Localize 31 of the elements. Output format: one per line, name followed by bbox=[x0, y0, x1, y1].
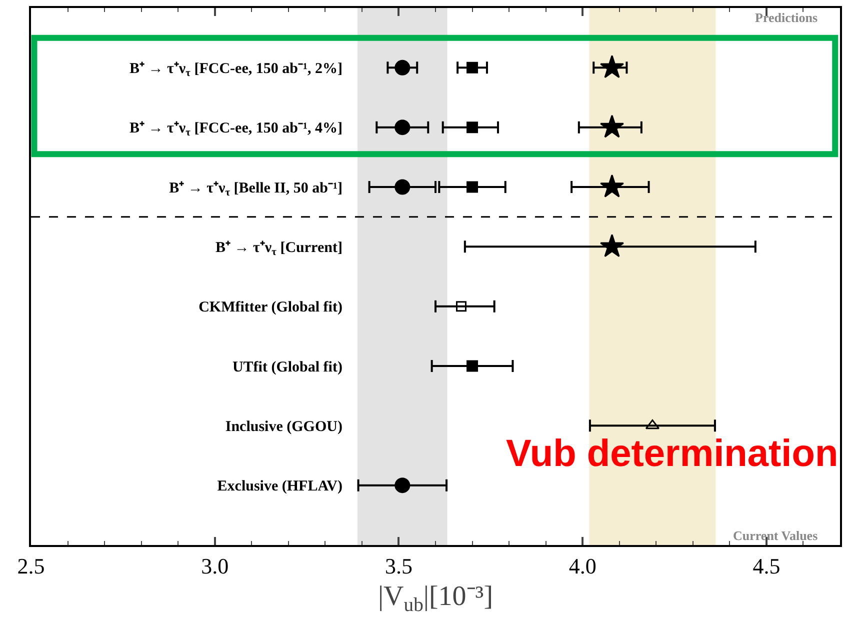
y-tick-label: B⁺ → τ⁺ν$_{τ}$ [FCC-ee, 150 ab⁻¹, 4%] bbox=[130, 120, 342, 139]
point bbox=[645, 419, 660, 430]
point bbox=[456, 301, 466, 312]
point bbox=[600, 55, 624, 78]
point bbox=[466, 181, 478, 193]
y-tick-label: B⁺ → τ⁺ν$_{τ}$ [FCC-ee, 150 ab⁻¹, 2%] bbox=[130, 60, 342, 80]
point bbox=[466, 62, 478, 74]
point bbox=[394, 120, 410, 136]
x-tick-label: 4.5 bbox=[752, 553, 780, 578]
y-tick-label: CKMfitter (Global fit) bbox=[198, 300, 342, 316]
point bbox=[600, 114, 624, 138]
y-tick-label: B⁺ → τ⁺ν$_{τ}$ [Current] bbox=[216, 240, 342, 258]
y-tick-label: Exclusive (HFLAV) bbox=[217, 478, 342, 495]
x-tick-label: 3.5 bbox=[384, 553, 412, 578]
point bbox=[394, 478, 410, 494]
annotation: Current Values bbox=[733, 528, 818, 543]
x-axis-title: |V$_{ub}$|[10⁻³] bbox=[378, 581, 494, 616]
point bbox=[600, 174, 624, 198]
point bbox=[394, 60, 410, 76]
x-tick-label: 3.0 bbox=[201, 553, 229, 578]
annotation: Predictions bbox=[755, 10, 818, 25]
y-tick-label: B⁺ → τ⁺ν$_{τ}$ [Belle II, 50 ab⁻¹] bbox=[169, 180, 342, 198]
annotation: Vub determination bbox=[506, 433, 838, 475]
y-tick-label: UTfit (Global fit) bbox=[232, 359, 342, 376]
x-tick-label: 2.5 bbox=[17, 553, 45, 578]
point bbox=[466, 360, 478, 372]
point bbox=[466, 122, 478, 134]
point bbox=[394, 179, 410, 195]
y-tick-label: Inclusive (GGOU) bbox=[225, 418, 342, 435]
x-tick-label: 4.0 bbox=[568, 553, 596, 578]
point bbox=[600, 234, 624, 258]
